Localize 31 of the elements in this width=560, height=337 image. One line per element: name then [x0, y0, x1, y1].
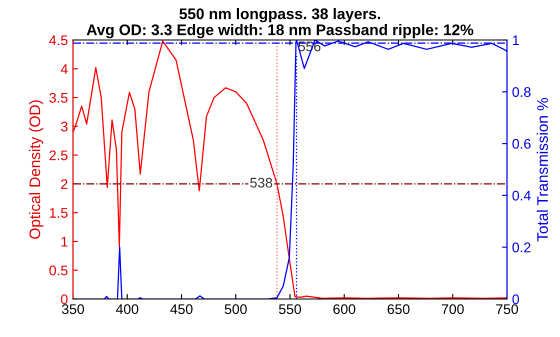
y-tick-label: 3	[60, 122, 68, 132]
y-tick-label: 2	[61, 179, 68, 189]
y2-tick-label: 0.8	[512, 87, 531, 97]
y2-tick-label: 0.6	[512, 138, 531, 149]
y-tick-label: 1	[61, 236, 68, 246]
x-tick-label: 700	[442, 304, 464, 314]
y2-tick-label: 0	[512, 294, 520, 304]
y2-axis-title: Total Transmission %	[536, 98, 548, 242]
y2-tick-label: 1	[512, 35, 519, 46]
chart-title: 550 nm longpass. 38 layers.	[179, 8, 380, 22]
line-series	[73, 40, 507, 299]
x-tick-label: 500	[224, 304, 247, 314]
y-tick-label: 4.5	[49, 35, 68, 46]
y2-tick-label: 0.2	[512, 242, 530, 252]
y-tick-label: 2.5	[50, 150, 68, 160]
y-tick-label: 4	[60, 64, 68, 74]
x-tick-label: 750	[496, 304, 518, 314]
x-tick-label: 400	[116, 304, 138, 314]
x-tick-label: 550	[278, 304, 302, 314]
y-tick-label: 0	[60, 294, 68, 304]
y-tick-label: 1.5	[50, 208, 68, 218]
x-tick-label: 600	[333, 304, 356, 314]
y2-tick-label: 0.4	[512, 190, 531, 201]
x-tick-label: 450	[170, 304, 193, 314]
y-tick-label: 3.5	[49, 92, 68, 103]
y-axis-title: Optical Density (OD)	[29, 100, 44, 239]
annotation: 538	[250, 178, 272, 188]
y-tick-label: 0.5	[49, 266, 68, 276]
x-tick-label: 650	[388, 304, 410, 314]
x-tick-label: 350	[62, 304, 84, 314]
chart-subtitle: Avg OD: 3.3 Edge width: 18 nm Passband ripple: 12%	[86, 24, 474, 38]
